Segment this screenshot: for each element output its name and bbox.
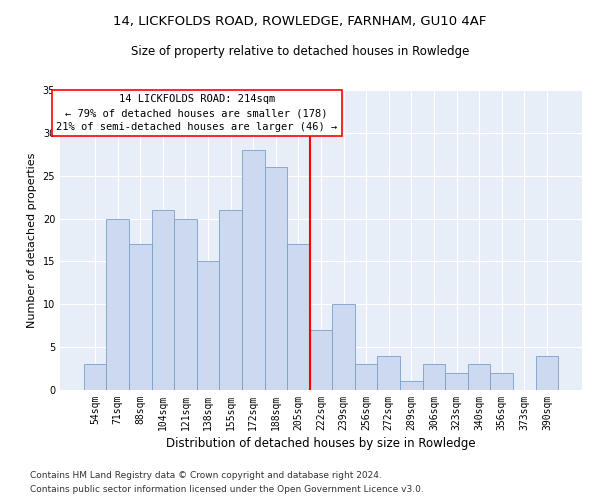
Bar bbox=[422, 364, 445, 390]
Bar bbox=[377, 356, 400, 390]
Bar bbox=[152, 210, 174, 390]
Bar bbox=[536, 356, 558, 390]
Bar bbox=[265, 167, 287, 390]
Bar bbox=[355, 364, 377, 390]
Bar bbox=[220, 210, 242, 390]
Text: Size of property relative to detached houses in Rowledge: Size of property relative to detached ho… bbox=[131, 45, 469, 58]
Text: 14, LICKFOLDS ROAD, ROWLEDGE, FARNHAM, GU10 4AF: 14, LICKFOLDS ROAD, ROWLEDGE, FARNHAM, G… bbox=[113, 15, 487, 28]
Bar bbox=[490, 373, 513, 390]
Text: Contains public sector information licensed under the Open Government Licence v3: Contains public sector information licen… bbox=[30, 486, 424, 494]
Bar bbox=[197, 262, 220, 390]
Bar bbox=[400, 382, 422, 390]
Bar bbox=[332, 304, 355, 390]
Bar bbox=[174, 218, 197, 390]
Y-axis label: Number of detached properties: Number of detached properties bbox=[27, 152, 37, 328]
X-axis label: Distribution of detached houses by size in Rowledge: Distribution of detached houses by size … bbox=[166, 437, 476, 450]
Bar bbox=[287, 244, 310, 390]
Bar bbox=[129, 244, 152, 390]
Text: 14 LICKFOLDS ROAD: 214sqm
← 79% of detached houses are smaller (178)
21% of semi: 14 LICKFOLDS ROAD: 214sqm ← 79% of detac… bbox=[56, 94, 337, 132]
Bar bbox=[106, 218, 129, 390]
Bar bbox=[468, 364, 490, 390]
Bar bbox=[84, 364, 106, 390]
Bar bbox=[242, 150, 265, 390]
Bar bbox=[445, 373, 468, 390]
Bar bbox=[310, 330, 332, 390]
Text: Contains HM Land Registry data © Crown copyright and database right 2024.: Contains HM Land Registry data © Crown c… bbox=[30, 470, 382, 480]
